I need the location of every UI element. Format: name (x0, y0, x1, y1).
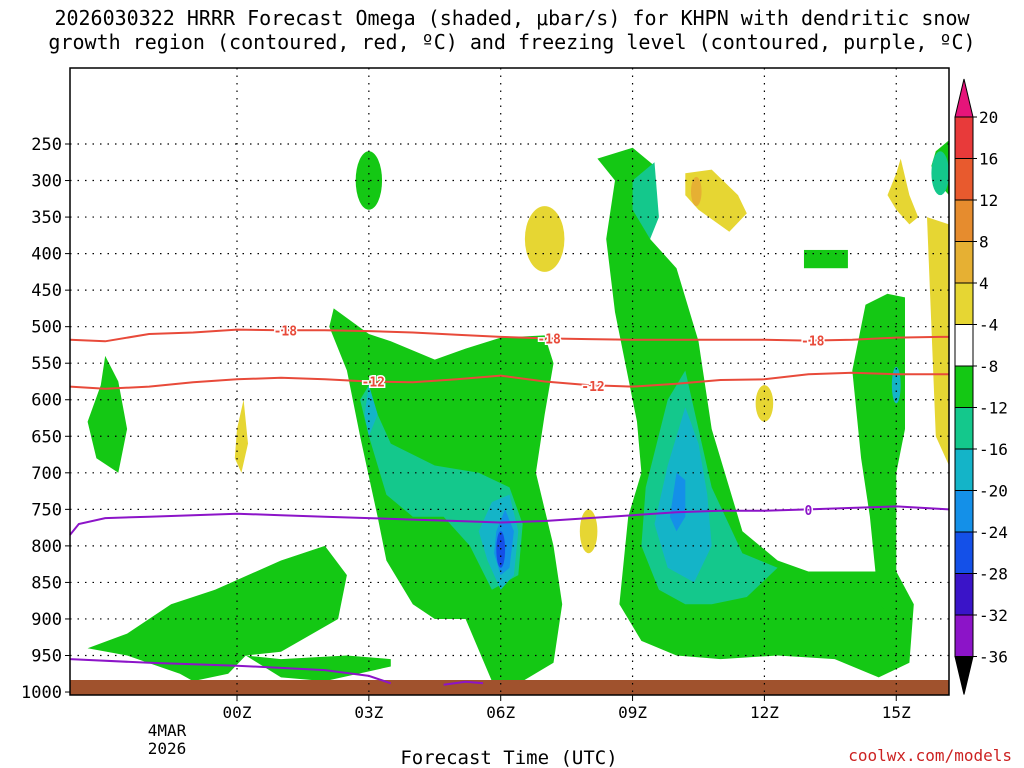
y-tick-label: 400 (31, 245, 62, 265)
omega-region-box (803, 249, 848, 269)
x-tick-label: 15Z (882, 703, 911, 722)
dgz-contour-label: -18 (274, 324, 298, 339)
colorbar-label: -32 (979, 606, 1008, 625)
credit-link[interactable]: coolwx.com/models (848, 746, 1012, 765)
freezing-contour-3 (443, 680, 484, 686)
omega-pos4-small-right (755, 385, 774, 422)
colorbar-label: 12 (979, 191, 998, 210)
y-tick-label: 850 (31, 573, 62, 593)
x-axis-date-line2: 2026 (148, 739, 187, 758)
colorbar-label: -20 (979, 482, 1008, 501)
y-tick-label: 250 (31, 135, 62, 155)
chart-title-line1: 2026030322 HRRR Forecast Omega (shaded, … (54, 6, 970, 30)
freezing-contour-label: 0 (804, 504, 812, 519)
dgz-contour-2 (69, 371, 949, 390)
colorbar-cell (954, 324, 974, 367)
x-tick-label: 00Z (223, 703, 252, 722)
omega-m8-topright (931, 151, 950, 196)
plot-frame (69, 67, 950, 696)
dgz-contour-label: -18 (801, 335, 825, 350)
colorbar-label: 20 (979, 108, 998, 127)
x-tick-label: 12Z (750, 703, 779, 722)
colorbar-label: -28 (979, 565, 1008, 584)
omega-m8-upper (632, 162, 659, 239)
colorbar: 20 16 12 8 4 -4 -8 -12 -16 -20 -24 -28 -32 -36 (954, 78, 1008, 695)
y-tick-label: 600 (31, 391, 62, 411)
x-tick-label: 09Z (618, 703, 647, 722)
colorbar-label: -36 (979, 648, 1008, 667)
y-tick-label: 550 (31, 354, 62, 374)
y-tick-label: 500 (31, 318, 62, 338)
colorbar-cell (954, 573, 974, 616)
colorbar-label: -16 (979, 440, 1008, 459)
y-tick-label: 650 (31, 427, 62, 447)
colorbar-label: -4 (979, 316, 998, 335)
y-tick-label: 750 (31, 500, 62, 520)
x-axis: 00Z 03Z 06Z 09Z 12Z 15Z (223, 695, 911, 722)
omega-pos4-edge (927, 217, 949, 466)
y-tick-label: 300 (31, 172, 62, 192)
y-tick-label: 950 (31, 646, 62, 666)
y-tick-label: 900 (31, 610, 62, 630)
omega-pos4-mid (579, 509, 598, 554)
omega-pos4-upper (524, 206, 565, 272)
dgz-contour-1 (69, 328, 949, 343)
colorbar-cell (954, 490, 974, 533)
colorbar-bottom-arrow (954, 656, 974, 695)
y-tick-label: 450 (31, 281, 62, 301)
omega-pos4-upper-right (887, 158, 919, 225)
freezing-contour-2 (69, 658, 392, 685)
contours: -18 -18 -18 -12 -12 0 (69, 323, 950, 686)
freezing-contour-1 (69, 505, 950, 536)
colorbar-cell (954, 448, 974, 491)
chart-title-line2: growth region (contoured, red, ºC) and f… (48, 30, 976, 54)
omega-shading (87, 140, 950, 682)
colorbar-label: -8 (979, 357, 998, 376)
colorbar-label: -12 (979, 399, 1008, 418)
colorbar-cell (954, 199, 974, 242)
omega-pos8 (691, 176, 702, 207)
x-axis-label: Forecast Time (UTC) (400, 747, 617, 768)
colorbar-cell (954, 116, 974, 159)
dgz-contour-label: -18 (537, 332, 561, 347)
colorbar-label: 8 (979, 233, 989, 252)
colorbar-cell (954, 241, 974, 284)
colorbar-cell (954, 531, 974, 574)
colorbar-cell (954, 365, 974, 408)
x-axis-date-line1: 4MAR (148, 721, 187, 740)
y-tick-label: 700 (31, 464, 62, 484)
omega-m16-column (669, 472, 686, 532)
colorbar-cell (954, 407, 974, 450)
y-tick-label: 800 (31, 537, 62, 557)
colorbar-top-arrow (954, 78, 974, 118)
colorbar-label: 4 (979, 274, 989, 293)
colorbar-cell (954, 282, 974, 325)
omega-region-lower-left (87, 545, 347, 682)
x-tick-label: 03Z (354, 703, 383, 722)
y-tick-label: 350 (31, 208, 62, 228)
omega-region-right-column (852, 293, 905, 619)
omega-m12-small (364, 385, 378, 437)
colorbar-cell (954, 614, 974, 657)
y-tick-label: 1000 (21, 683, 62, 703)
dgz-contour-label: -12 (581, 380, 604, 395)
ground-bar (70, 680, 949, 695)
y-axis: 250 300 350 400 450 500 550 600 650 700 750 800 850 9… (21, 135, 70, 703)
omega-m20-main (496, 531, 506, 568)
omega-pos4-small (234, 399, 248, 473)
omega-region-lower-left-tail (245, 655, 391, 682)
dgz-contour-label: -12 (362, 375, 385, 390)
colorbar-label: -24 (979, 523, 1008, 542)
omega-region-left-column (87, 355, 128, 473)
chart-title: 2026030322 HRRR Forecast Omega (shaded, … (0, 6, 1024, 54)
colorbar-label: 16 (979, 150, 998, 169)
colorbar-cell (954, 158, 974, 201)
omega-m12-right (891, 366, 901, 404)
x-tick-label: 06Z (486, 703, 515, 722)
